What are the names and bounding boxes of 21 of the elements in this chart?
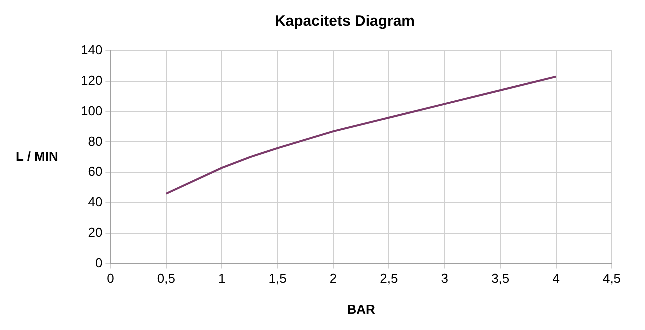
x-tick-label: 3,5: [492, 271, 510, 286]
x-tick-label: 0,5: [157, 271, 176, 286]
y-tick-label: 120: [80, 72, 103, 88]
x-tick-label: 4,5: [602, 271, 622, 286]
y-tick-label: 20: [88, 224, 103, 240]
x-tick-label: 3: [441, 271, 449, 286]
y-tick-label: 100: [80, 103, 103, 118]
y-tick-label: 140: [80, 42, 103, 58]
y-tick-label: 60: [88, 164, 103, 180]
x-tick-label: 2,5: [380, 271, 398, 286]
y-tick-label: 0: [95, 255, 103, 270]
x-tick-label: 0: [107, 271, 114, 286]
x-tick-label: 4: [552, 271, 560, 286]
chart-title: Kapacitets Diagram: [274, 13, 416, 30]
x-axis-title: BAR: [347, 302, 376, 317]
x-tick-label: 1,5: [268, 271, 287, 286]
x-tick-label: 1: [218, 271, 226, 286]
x-tick-label: 2: [330, 271, 338, 286]
y-axis-title: L / MIN: [16, 148, 58, 164]
y-tick-label: 80: [88, 134, 103, 149]
y-tick-label: 40: [88, 194, 103, 210]
